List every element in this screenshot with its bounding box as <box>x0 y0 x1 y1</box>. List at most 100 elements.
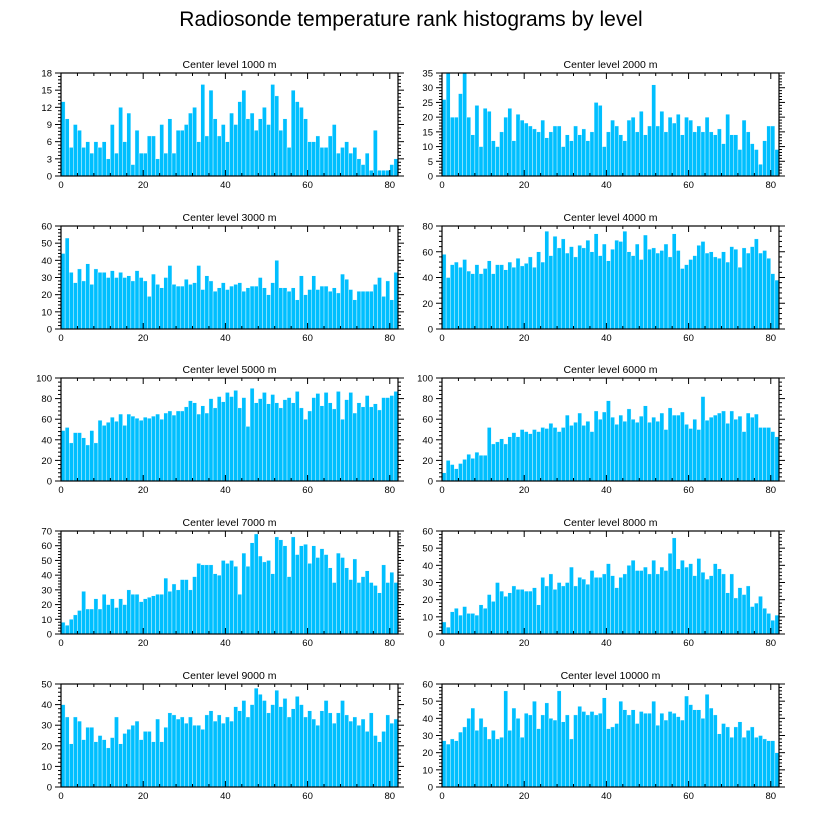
histogram-bar <box>729 573 734 635</box>
histogram-bar <box>327 567 333 635</box>
histogram-bar <box>659 250 665 330</box>
histogram-bar <box>774 279 780 330</box>
histogram-bar <box>97 735 103 788</box>
histogram-bar <box>216 714 222 788</box>
histogram-bar <box>336 391 341 482</box>
histogram-bar <box>754 602 759 635</box>
histogram-bar <box>626 251 632 330</box>
histogram-bar <box>618 414 624 482</box>
histogram-bar <box>89 430 95 482</box>
histogram-bar <box>458 614 463 635</box>
histogram-bar <box>295 554 300 635</box>
histogram-bar <box>750 143 755 177</box>
plot-frame <box>60 530 399 635</box>
histogram-bar <box>750 726 755 788</box>
y-tick-label: 0 <box>428 783 433 794</box>
histogram-bar <box>634 131 640 177</box>
panel-title: Center level 3000 m <box>183 212 277 224</box>
histogram-bar <box>381 296 386 330</box>
histogram-bar <box>721 143 726 177</box>
histogram-bar <box>713 714 718 788</box>
histogram-bar <box>593 410 599 482</box>
histogram-bar <box>688 704 693 788</box>
histogram-bar <box>356 402 362 482</box>
histogram-bar <box>85 727 90 788</box>
histogram-bar <box>258 694 263 788</box>
histogram-bar <box>606 131 611 177</box>
histogram-bar <box>663 570 669 635</box>
y-tick-label: 0 <box>428 325 433 336</box>
histogram-bar <box>212 573 218 635</box>
histogram-bar <box>270 394 275 482</box>
histogram-bar <box>126 589 132 635</box>
histogram-bar <box>445 72 451 177</box>
histogram-bar <box>134 130 140 177</box>
histogram-bar <box>110 737 115 788</box>
histogram-bar <box>352 299 358 330</box>
histogram-bar <box>503 443 508 482</box>
histogram-bar <box>352 147 358 177</box>
histogram-bar <box>73 716 78 788</box>
histogram-bar <box>696 125 702 177</box>
histogram-bar <box>478 273 484 330</box>
histogram-bar <box>290 536 296 635</box>
histogram-bar <box>311 545 317 635</box>
histogram-bar <box>643 712 648 788</box>
histogram-bar <box>696 245 702 330</box>
histogram-bar <box>393 718 399 788</box>
histogram-bar <box>511 585 517 635</box>
x-tick-label: 0 <box>439 638 444 649</box>
y-tick-label: 30 <box>422 578 433 589</box>
histogram-bar <box>758 164 763 177</box>
histogram-bar <box>774 149 780 177</box>
histogram-bar <box>750 246 755 330</box>
histogram-bar <box>507 108 513 177</box>
x-tick-label: 20 <box>138 180 149 191</box>
histogram-bar <box>569 140 574 177</box>
histogram-bar <box>270 573 275 635</box>
y-tick-label: 10 <box>422 612 433 623</box>
histogram-bar <box>519 265 525 330</box>
histogram-bar <box>352 558 358 635</box>
x-tick-label: 40 <box>601 791 612 802</box>
histogram-bar <box>717 568 722 635</box>
x-tick-label: 80 <box>765 485 776 496</box>
histogram-bar <box>360 291 366 330</box>
histogram-bar <box>122 277 127 330</box>
y-tick-label: 0 <box>428 630 433 641</box>
histogram-bar <box>270 84 275 177</box>
histogram-bar <box>73 614 78 635</box>
plot-frame <box>60 377 399 482</box>
y-tick-label: 0 <box>428 172 433 183</box>
histogram-bar <box>373 403 378 482</box>
histogram-bar <box>241 700 247 788</box>
histogram-bar <box>155 718 160 788</box>
x-tick-label: 40 <box>601 333 612 344</box>
histogram-bar <box>622 230 628 330</box>
histogram-bar <box>138 420 144 482</box>
y-tick-label: 20 <box>422 595 433 606</box>
histogram-bar <box>196 413 201 482</box>
histogram-bar <box>622 421 628 482</box>
histogram-bar <box>499 737 504 788</box>
x-tick-label: 20 <box>138 638 149 649</box>
histogram-bar <box>278 539 284 635</box>
y-tick-label: 10 <box>41 762 52 773</box>
histogram-bar <box>713 256 718 330</box>
histogram-bar <box>676 113 681 177</box>
histogram-bar <box>602 573 607 635</box>
histogram-bar <box>606 728 611 788</box>
histogram-bar <box>688 119 693 177</box>
histogram-bar <box>212 407 218 482</box>
x-tick-label: 20 <box>519 791 530 802</box>
histogram-bar <box>110 598 115 635</box>
panel-8: Center level 8000 m 0 20 40 60 80 0 10 20 30 40 50 6… <box>422 517 785 649</box>
histogram-bar <box>274 536 280 635</box>
panel-4: Center level 4000 m 0 20 40 60 80 0 20 40 60 80 <box>422 212 785 344</box>
histogram-bar <box>676 414 681 482</box>
x-tick-label: 0 <box>58 333 63 344</box>
histogram-bar <box>536 251 541 330</box>
x-tick-label: 0 <box>439 485 444 496</box>
histogram-bar <box>85 263 90 330</box>
histogram-bar <box>377 592 382 635</box>
